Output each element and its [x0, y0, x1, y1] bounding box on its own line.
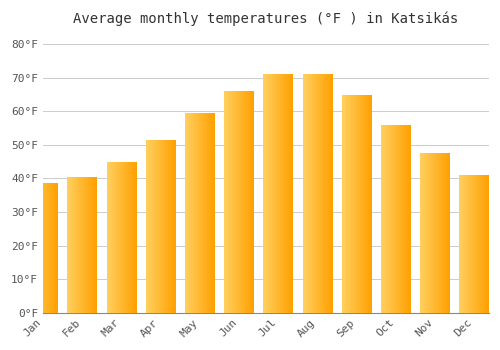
Bar	[460, 175, 489, 313]
Bar	[302, 75, 332, 313]
Title: Average monthly temperatures (°F ) in Katsikás: Average monthly temperatures (°F ) in Ka…	[74, 11, 458, 26]
Bar	[68, 177, 97, 313]
Bar	[106, 162, 136, 313]
Bar	[264, 75, 293, 313]
Bar	[224, 91, 254, 313]
Bar	[342, 94, 372, 313]
Bar	[146, 140, 176, 313]
Bar	[420, 153, 450, 313]
Bar	[185, 113, 214, 313]
Bar	[381, 125, 410, 313]
Bar	[28, 183, 58, 313]
